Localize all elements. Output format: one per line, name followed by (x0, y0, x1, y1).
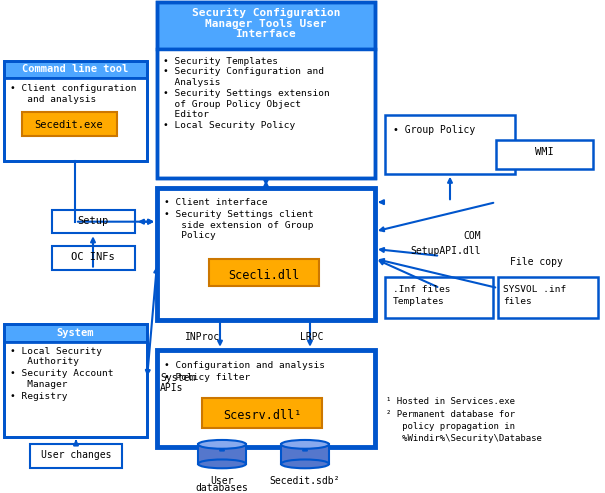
Text: • Security Templates: • Security Templates (163, 57, 278, 66)
Text: side extension of Group: side extension of Group (164, 221, 313, 230)
Text: of Group Policy Object: of Group Policy Object (163, 100, 301, 108)
Bar (4, 324, 147, 342)
Text: Secedit.exe: Secedit.exe (34, 120, 103, 130)
Text: • Client configuration: • Client configuration (10, 84, 137, 93)
Text: SetupAPI.dll: SetupAPI.dll (410, 246, 480, 256)
Bar (52, 210, 135, 233)
Bar (498, 278, 598, 318)
Bar (4, 78, 147, 161)
Bar (496, 140, 593, 169)
Bar (4, 342, 147, 436)
Text: and analysis: and analysis (10, 95, 96, 104)
Text: • Policy filter: • Policy filter (164, 373, 250, 382)
Bar (202, 398, 322, 428)
Bar (4, 61, 147, 78)
Text: OC INFs: OC INFs (71, 252, 115, 262)
Text: COM: COM (463, 231, 480, 242)
Bar (157, 2, 375, 178)
Text: Interface: Interface (235, 29, 296, 39)
Bar (4, 324, 147, 436)
Text: Analysis: Analysis (163, 78, 220, 87)
Text: INProc: INProc (185, 332, 220, 342)
Text: • Group Policy: • Group Policy (393, 125, 476, 135)
Text: File copy: File copy (510, 257, 563, 267)
Text: Templates: Templates (393, 297, 445, 306)
Text: policy propagation in: policy propagation in (386, 422, 515, 431)
Text: • Configuration and analysis: • Configuration and analysis (164, 361, 325, 370)
Text: User changes: User changes (41, 450, 111, 460)
Text: ² Permanent database for: ² Permanent database for (386, 410, 515, 419)
Bar (198, 444, 246, 464)
Bar (157, 49, 375, 178)
Bar (385, 115, 515, 174)
Ellipse shape (281, 440, 329, 449)
Text: System: System (160, 373, 195, 383)
Bar (157, 2, 375, 49)
Ellipse shape (281, 459, 329, 468)
Ellipse shape (198, 459, 246, 468)
Text: User: User (211, 476, 234, 486)
Text: files: files (503, 297, 532, 306)
Text: • Client interface: • Client interface (164, 198, 267, 207)
Ellipse shape (198, 440, 246, 449)
Text: • Security Account: • Security Account (10, 369, 114, 378)
Text: • Security Configuration and: • Security Configuration and (163, 68, 324, 76)
Text: • Security Settings extension: • Security Settings extension (163, 89, 330, 98)
Text: Security Configuration: Security Configuration (192, 8, 340, 18)
Text: Editor: Editor (163, 110, 209, 119)
Text: ¹ Hosted in Services.exe: ¹ Hosted in Services.exe (386, 397, 515, 406)
Text: SYSVOL .inf: SYSVOL .inf (503, 285, 566, 294)
Text: Authority: Authority (10, 357, 79, 366)
Text: .Inf files: .Inf files (393, 285, 451, 294)
Text: Secedit.sdb²: Secedit.sdb² (270, 476, 340, 486)
Bar (157, 188, 375, 320)
Bar (30, 444, 122, 468)
Bar (385, 278, 493, 318)
Text: Command line tool: Command line tool (22, 65, 128, 74)
Bar (209, 259, 319, 286)
Text: • Local Security Policy: • Local Security Policy (163, 121, 295, 130)
Text: %Windir%\Security\Database: %Windir%\Security\Database (386, 434, 542, 443)
Text: Scesrv.dll¹: Scesrv.dll¹ (223, 409, 301, 422)
Text: System: System (56, 328, 94, 338)
Text: WMI: WMI (535, 147, 554, 157)
Text: APIs: APIs (160, 383, 183, 393)
Text: Scecli.dll: Scecli.dll (228, 269, 299, 282)
Text: Manager: Manager (10, 380, 68, 389)
Text: Policy: Policy (164, 231, 216, 241)
Bar (4, 61, 147, 161)
Text: • Registry: • Registry (10, 391, 68, 401)
Bar (22, 112, 117, 136)
Bar (52, 246, 135, 270)
Text: • Local Security: • Local Security (10, 347, 102, 355)
Text: LRPC: LRPC (300, 332, 324, 342)
Text: • Security Settings client: • Security Settings client (164, 210, 313, 219)
Text: Manager Tools User: Manager Tools User (205, 19, 327, 29)
Bar (281, 444, 329, 464)
Bar (157, 350, 375, 447)
Text: databases: databases (195, 484, 249, 493)
Text: Setup: Setup (77, 216, 109, 226)
